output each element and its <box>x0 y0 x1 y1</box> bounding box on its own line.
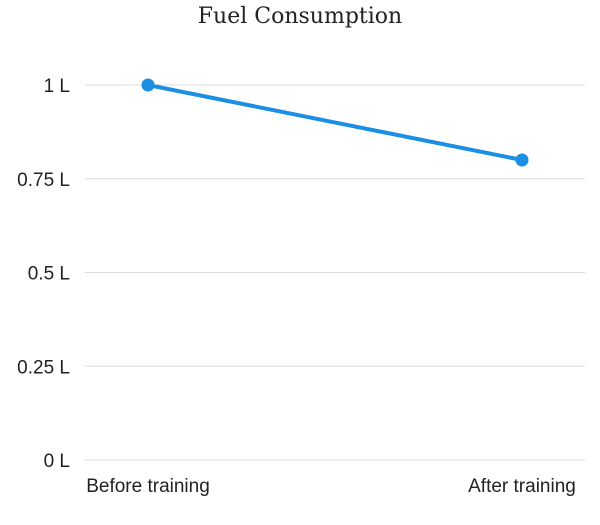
data-point <box>141 78 155 92</box>
gridlines <box>85 84 585 461</box>
series-layer <box>141 78 529 167</box>
x-category-label: After training <box>468 476 576 497</box>
chart-title: Fuel Consumption <box>197 4 403 29</box>
x-category-label: Before training <box>86 476 210 497</box>
x-axis-category-labels: Before training After training <box>86 476 576 497</box>
y-axis-tick-labels: 0 L 0.25 L 0.5 L 0.75 L 1 L <box>17 76 70 472</box>
y-tick-label: 0.75 L <box>17 170 70 191</box>
y-tick-label: 0 L <box>44 451 70 472</box>
y-tick-label: 1 L <box>44 76 70 97</box>
data-point <box>515 153 529 167</box>
y-tick-label: 0.25 L <box>17 357 70 378</box>
series-line <box>146 83 524 162</box>
y-tick-label: 0.5 L <box>28 264 70 285</box>
